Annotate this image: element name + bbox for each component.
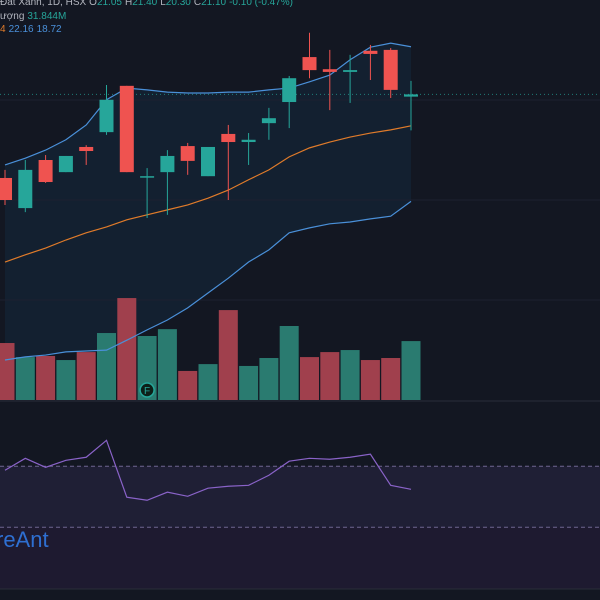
- candle-body: [119, 85, 134, 173]
- volume-bar: [259, 358, 279, 400]
- candle-body: [201, 146, 215, 177]
- candle-body: [58, 155, 73, 173]
- band-value: 22.16: [8, 24, 34, 35]
- volume-bar: [97, 333, 116, 400]
- lower-band: [4, 200, 412, 361]
- volume-bar: [300, 357, 319, 400]
- ohlc-key: H: [124, 0, 133, 8]
- watermark: reAnt: [0, 527, 49, 552]
- volume-bar: [0, 343, 15, 400]
- volume-label: ượng: [0, 11, 25, 22]
- candle-body: [383, 49, 398, 90]
- volume-bar: [117, 298, 137, 400]
- band-value: 18.72: [36, 24, 62, 35]
- candle-body: [99, 99, 114, 133]
- ohlc-value: 21.40: [132, 0, 158, 8]
- volume-bar: [381, 358, 401, 400]
- candle-body: [140, 176, 155, 178]
- rsi-line: [4, 439, 412, 501]
- candle-body: [18, 169, 33, 209]
- volume-bar: [76, 352, 96, 400]
- ohlc-key: O: [89, 0, 97, 8]
- volume-bar: [36, 355, 56, 400]
- volume-bar: [279, 326, 299, 400]
- candle-body: [261, 118, 276, 124]
- candle-body: [363, 50, 378, 54]
- volume-bar: [56, 360, 76, 400]
- volume-bar: [198, 364, 218, 400]
- candle-body: [322, 69, 337, 72]
- ohlc-value: 20.30: [165, 0, 191, 8]
- ohlc-key: -0.10 (-0.47%): [229, 0, 294, 8]
- ohlc-value: 21.05: [96, 0, 122, 8]
- band-label: 4: [0, 24, 6, 35]
- ohlc-key: C: [193, 0, 202, 8]
- ohlc-key: L: [160, 0, 166, 8]
- rsi-lower-area: [0, 527, 600, 589]
- volume-bar: [218, 310, 238, 400]
- candle-body: [160, 155, 175, 173]
- volume-value: 31.844M: [27, 11, 67, 22]
- rsi-band: [0, 466, 600, 528]
- candle-body: [302, 57, 317, 71]
- candle-body: [180, 146, 195, 161]
- event-marker-label: F: [144, 386, 150, 397]
- ohlc: O21.05 H21.40 L20.30 C21.10 -0.10 (-0.47%): [89, 0, 296, 8]
- legend-ohlc: Đất Xanh, 1D, HSX O21.05 H21.40 L20.30 C21.1…: [0, 0, 299, 8]
- legend-volume: ượng 31.844M: [0, 11, 69, 22]
- volume-bar: [340, 350, 360, 400]
- candle-body: [241, 139, 256, 143]
- candle-body: [343, 70, 358, 72]
- event-marker: [139, 382, 155, 398]
- upper-band: [4, 42, 412, 166]
- symbol: Đất Xanh, 1D, HSX: [0, 0, 87, 8]
- volume-bar: [157, 329, 177, 400]
- legend-bands: 4 22.16 18.72: [0, 24, 65, 35]
- volume-bar: [239, 365, 259, 400]
- volume-bar: [401, 341, 421, 400]
- volume-bar: [178, 370, 198, 400]
- candle-body: [0, 177, 12, 200]
- candle-body: [38, 160, 53, 183]
- volume-bar: [320, 352, 340, 400]
- candle-body: [221, 133, 236, 143]
- volume-bar: [15, 357, 35, 400]
- candle-body: [79, 146, 94, 152]
- volume-bar: [360, 360, 380, 400]
- middle-band: [4, 125, 412, 263]
- ohlc-value: 21.10: [201, 0, 227, 8]
- candle-body: [282, 78, 297, 103]
- candle-body: [404, 94, 418, 97]
